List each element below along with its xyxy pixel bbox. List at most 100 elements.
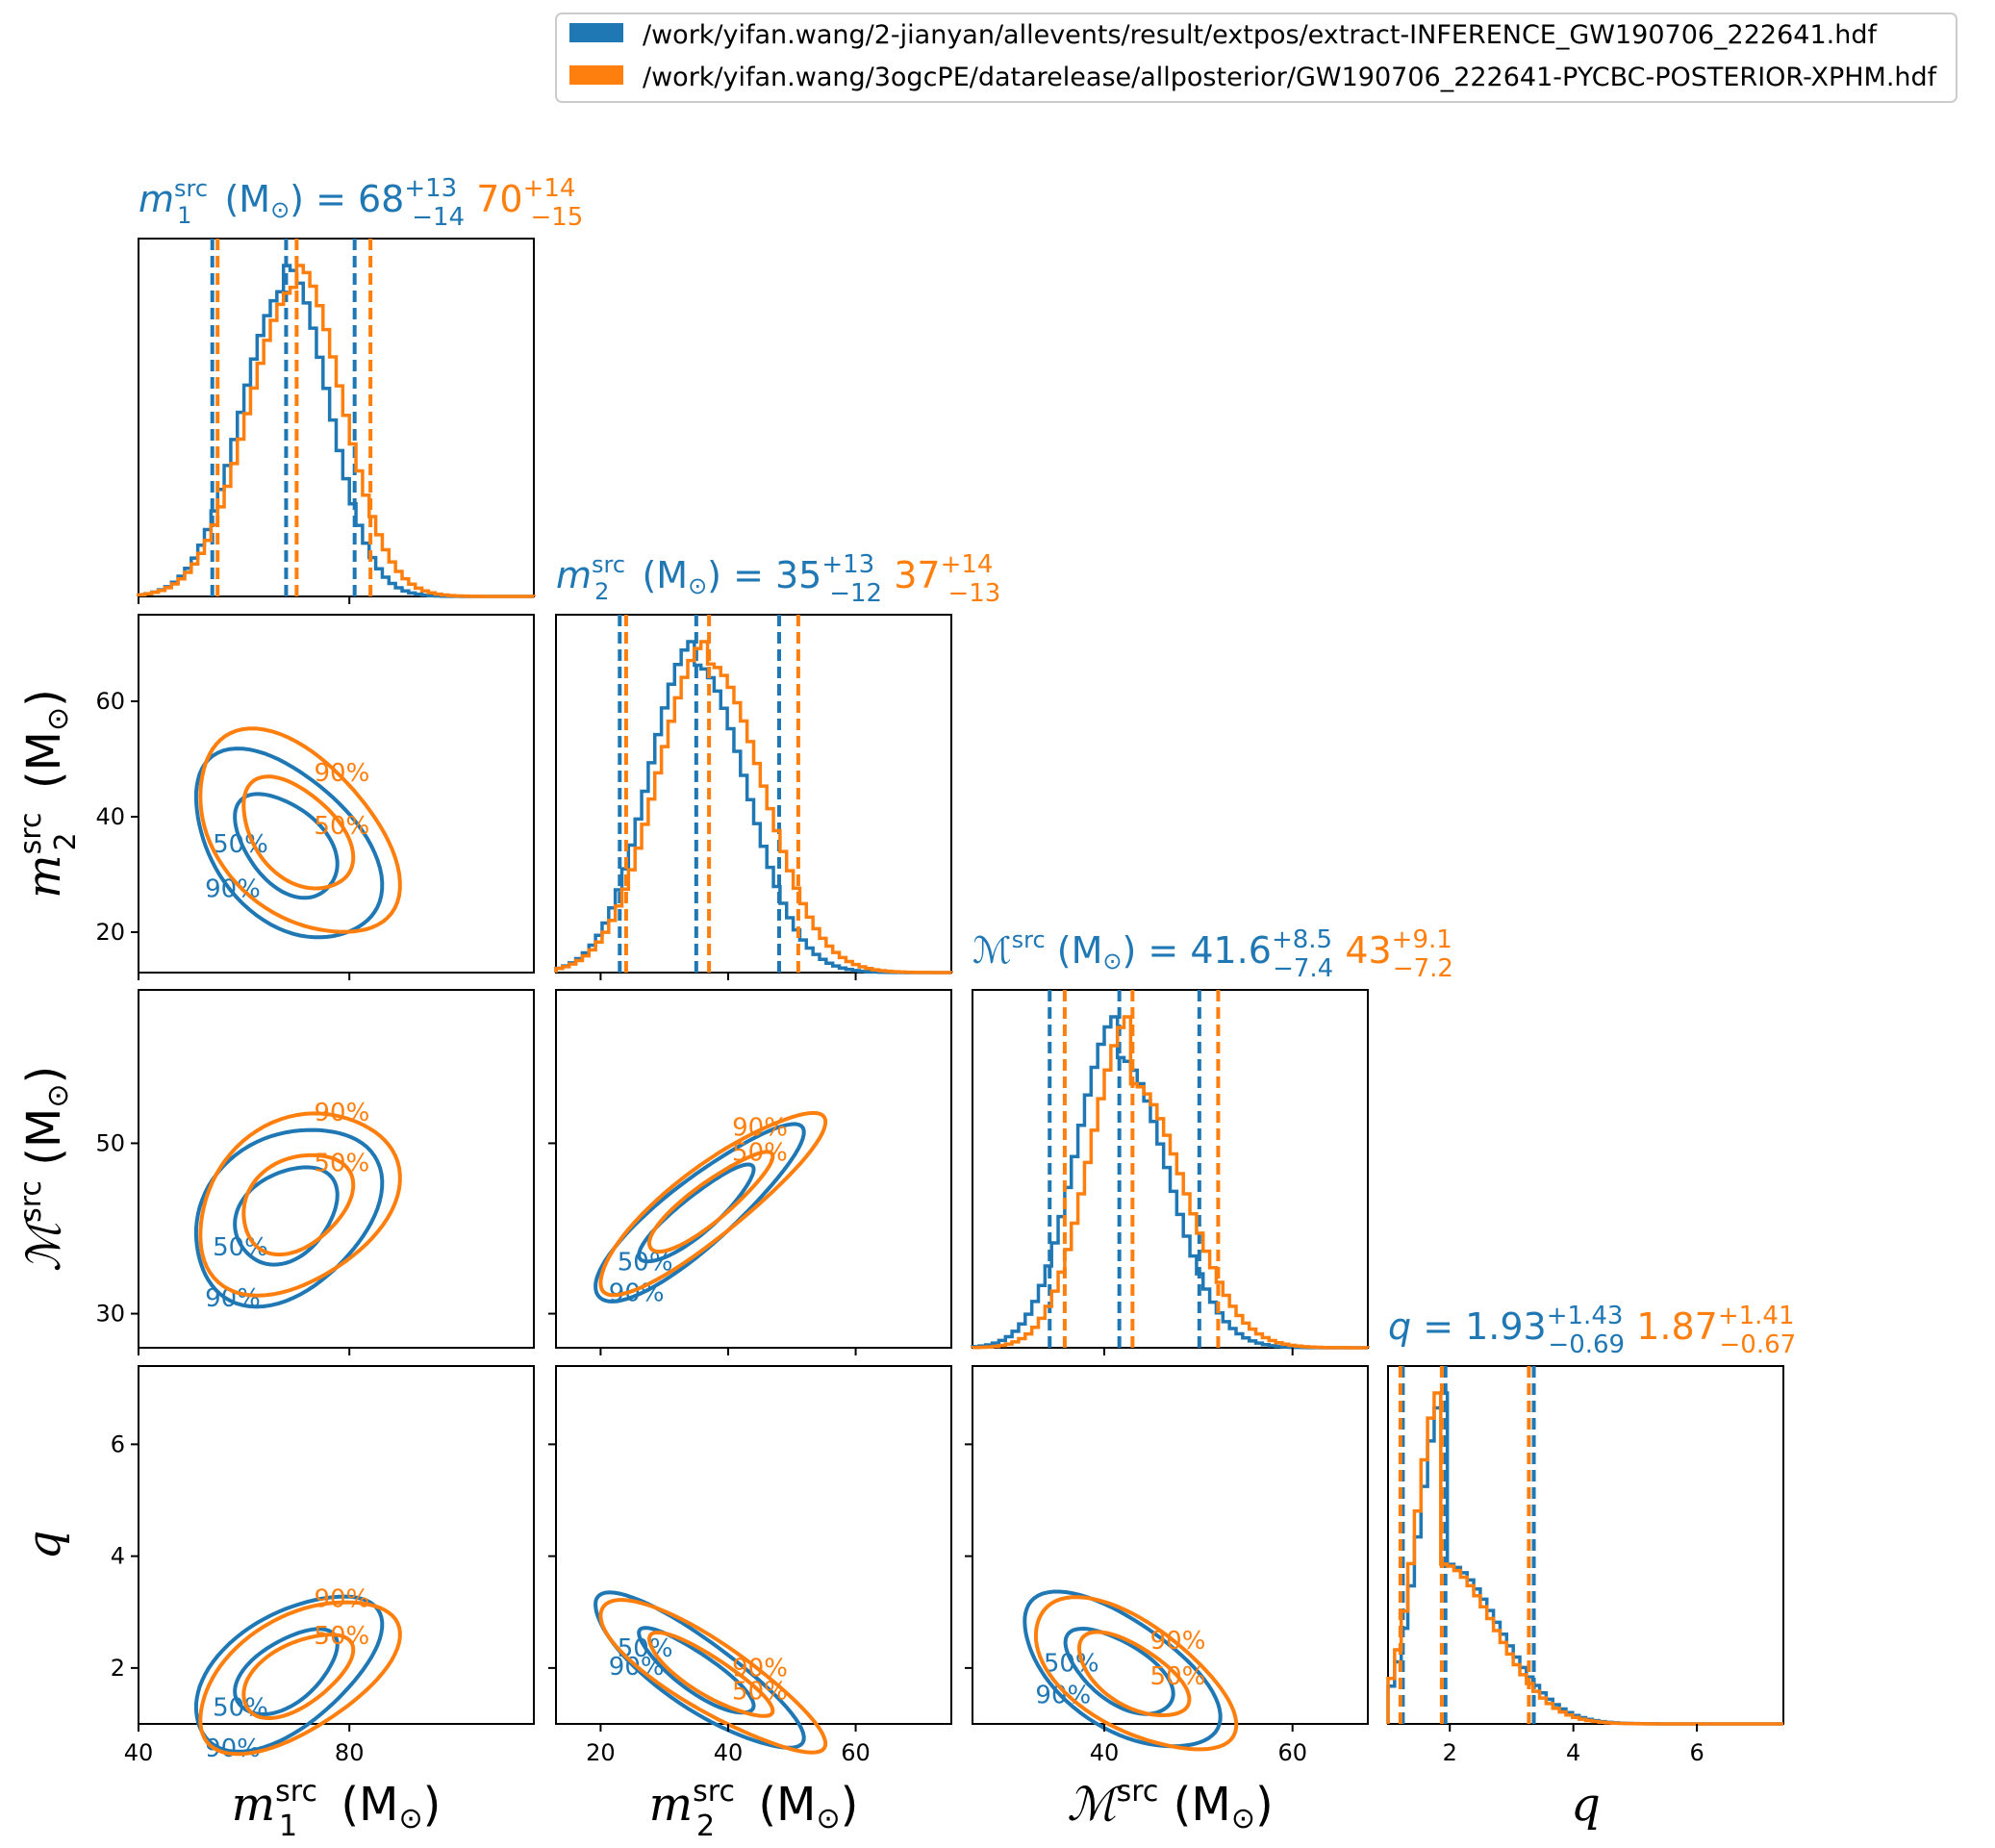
contour-label-orange: 90% <box>315 1585 370 1614</box>
title-unit: (M <box>1046 929 1103 972</box>
legend-entry-blue: /work/yifan.wang/2-jianyan/allevents/res… <box>643 20 1878 50</box>
legend-swatch-blue <box>569 23 623 42</box>
histogram-orange <box>971 1015 1370 1350</box>
contour-label-orange: 50% <box>732 1677 788 1706</box>
histogram-blue <box>554 640 951 975</box>
title-unit: (M <box>630 554 688 596</box>
legend-swatch-orange <box>569 65 623 85</box>
y-tick-label: 30 <box>95 1301 125 1328</box>
title-symbol: m <box>139 178 174 220</box>
title-m2_src: msrc 2 (M⊙) = 35+13 −12 37+14 −13 <box>556 550 1000 608</box>
title-m1_src: msrc 1 (M⊙) = 68+13 −14 70+14 −15 <box>139 174 583 232</box>
y-axis-label-unit-sub: ⊙ <box>41 1084 75 1108</box>
contour-orange-90pct <box>198 1600 402 1757</box>
x-axis-label-unit: (M <box>744 1778 816 1832</box>
title-unit-close: ) <box>290 178 304 220</box>
panel-frame <box>138 614 535 974</box>
x-axis-label-m2_src: msrc 2 (M⊙) <box>649 1775 859 1843</box>
contour-orange-90pct <box>598 1110 828 1298</box>
contour-label-orange: 50% <box>314 1149 369 1177</box>
title-gap <box>1625 1305 1636 1348</box>
contour-label-orange: 90% <box>732 1113 788 1142</box>
title-value-orange: 1.87 <box>1636 1305 1718 1348</box>
title-err-plus-blue: +1.43 <box>1547 1302 1624 1330</box>
title-err-minus-orange: −0.67 <box>1720 1330 1797 1359</box>
title-sup: src <box>592 551 625 578</box>
x-axis-label-unit-sub: ⊙ <box>398 1802 422 1835</box>
panel-mchirp_src-q: 50%90%50%90%40 60 <box>965 1365 1369 1766</box>
histogram-orange <box>137 264 534 598</box>
title-symbol: m <box>556 554 592 596</box>
panel-m2_src-q: 50%90%50%90%20 40 60 <box>548 1365 952 1766</box>
y-axis-label-sup: src <box>14 813 48 855</box>
x-axis-label-symbol: ℳ <box>1067 1778 1123 1832</box>
title-unit-close: ) <box>1123 929 1137 972</box>
y-axis-label-unit-sub: ⊙ <box>41 707 75 731</box>
x-tick-label: 40 <box>124 1739 154 1766</box>
contour-blue-50pct <box>233 792 340 900</box>
title-err-minus-orange: −13 <box>947 579 1000 608</box>
y-tick-label: 2 <box>111 1655 125 1682</box>
x-axis-label-sup: src <box>693 1775 735 1809</box>
contour-blue-90pct <box>193 747 385 940</box>
x-tick-label: 4 <box>1566 1739 1580 1766</box>
title-err-plus-orange: +1.41 <box>1718 1302 1795 1330</box>
y-axis-label-unit-close: ) <box>17 1066 71 1084</box>
panel-frame <box>138 1365 535 1725</box>
contour-orange-50pct <box>241 1633 356 1720</box>
histogram-orange <box>554 640 953 975</box>
x-axis-label-unit-close: ) <box>841 1778 859 1832</box>
x-axis-label-unit-close: ) <box>423 1778 442 1832</box>
x-axis-label-sup: src <box>1117 1775 1159 1809</box>
y-axis-label-symbol: ℳ <box>17 1216 71 1272</box>
y-axis-label-sub: 2 <box>49 832 83 850</box>
x-axis-label-mchirp_src: ℳsrc (M⊙) <box>1067 1775 1273 1835</box>
panel-m1_src-m1_src <box>137 238 535 604</box>
y-tick-label: 50 <box>95 1129 125 1156</box>
panel-m2_src-m2_src <box>554 614 953 980</box>
contour-blue-50pct <box>637 1626 756 1715</box>
contour-blue-90pct <box>593 1590 806 1750</box>
y-tick-label: 60 <box>95 688 125 715</box>
title-value-blue: 68 <box>358 178 404 220</box>
contour-blue-90pct <box>193 1594 385 1754</box>
x-axis-label-sup: src <box>275 1775 317 1809</box>
title-gap <box>1333 929 1345 972</box>
title-unit-sub: ⊙ <box>270 196 290 223</box>
title-sub: 1 <box>177 202 191 229</box>
title-value-orange: 43 <box>1345 929 1391 972</box>
title-unit: (M <box>213 178 270 220</box>
y-axis-label-symbol: m <box>17 854 71 899</box>
x-axis-label-q: q <box>1571 1778 1601 1832</box>
panel-frame <box>138 238 535 597</box>
panel-frame <box>555 614 952 974</box>
x-tick-label: 60 <box>1277 1739 1307 1766</box>
title-symbol: ℳ <box>972 929 1012 972</box>
x-axis-label-m1_src: msrc 1 (M⊙) <box>232 1775 442 1843</box>
title-gap <box>882 554 894 596</box>
contour-label-orange: 90% <box>315 759 370 788</box>
contour-label-blue: 90% <box>205 1284 261 1313</box>
x-axis-label-sub: 1 <box>279 1810 297 1843</box>
contour-orange-90pct <box>198 1111 402 1298</box>
x-axis-label-symbol: q <box>1571 1778 1601 1832</box>
legend: /work/yifan.wang/2-jianyan/allevents/res… <box>555 13 1957 103</box>
contour-orange-50pct <box>646 1150 775 1254</box>
contour-label-blue: 50% <box>1044 1649 1099 1678</box>
y-axis-label-sup: src <box>14 1180 48 1223</box>
legend-frame <box>555 13 1957 103</box>
title-err-minus-blue: −12 <box>829 579 882 608</box>
title-q: q = 1.93+1.43 −0.69 1.87+1.41 −0.67 <box>1388 1302 1796 1359</box>
title-unit-close: ) <box>707 554 721 596</box>
x-axis-label-unit-close: ) <box>1255 1778 1274 1832</box>
contour-orange-50pct <box>1076 1630 1192 1717</box>
title-err-minus-blue: −7.4 <box>1273 954 1333 983</box>
title-err-plus-blue: +8.5 <box>1272 925 1332 954</box>
contour-label-orange: 90% <box>732 1654 788 1683</box>
title-value-blue: 41.6 <box>1190 929 1272 972</box>
y-axis-label-mchirp_src: ℳsrc (M⊙) <box>14 1066 75 1272</box>
title-unit-sub: ⊙ <box>1102 948 1122 975</box>
x-axis-label-unit: (M <box>326 1778 398 1832</box>
